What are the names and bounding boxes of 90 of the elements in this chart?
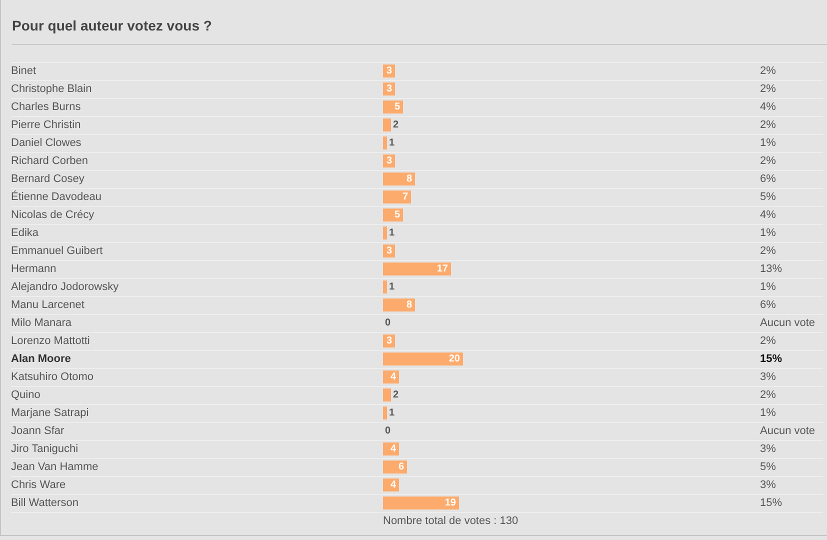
y2-tick-label: 2% (760, 118, 776, 131)
bar (383, 136, 387, 150)
y2-tick-label: 15% (760, 496, 782, 509)
y-tick-label: Milo Manara (11, 316, 72, 329)
y2-tick-label: 1% (760, 280, 776, 293)
data-label: 0 (385, 318, 391, 329)
bar (383, 352, 463, 366)
data-label: 4 (390, 480, 396, 491)
data-label: 19 (444, 498, 456, 509)
y-tick-label: Hermann (11, 262, 56, 275)
y-tick-label: Richard Corben (11, 154, 88, 167)
y-tick-label: Chris Ware (11, 478, 66, 491)
data-label: 4 (390, 444, 396, 455)
y2-tick-label: 4% (760, 208, 776, 221)
bar (383, 172, 415, 186)
y2-tick-label: Aucun vote (760, 316, 816, 329)
y-tick-label: Bernard Cosey (11, 172, 85, 185)
y2-tick-label: 1% (760, 406, 776, 419)
data-label: 17 (436, 264, 448, 275)
y2-tick-label: 15% (760, 352, 782, 365)
y2-tick-label: 2% (760, 82, 776, 95)
y-tick-label: Alejandro Jodorowsky (11, 280, 120, 293)
y-tick-label: Pierre Christin (11, 118, 81, 131)
bar (383, 262, 451, 276)
data-label: 0 (385, 426, 391, 437)
y2-tick-label: 1% (760, 226, 776, 239)
bar (383, 280, 387, 294)
y-tick-label: Lorenzo Mattotti (11, 334, 90, 347)
data-label: 1 (389, 408, 395, 419)
y-tick-label: Alan Moore (11, 352, 71, 365)
y-tick-label: Nicolas de Crécy (11, 208, 95, 221)
y2-tick-label: 13% (760, 262, 782, 275)
data-label: 3 (386, 156, 392, 167)
data-label: 8 (406, 174, 412, 185)
data-label: 3 (386, 66, 392, 77)
bar (383, 388, 391, 402)
y2-tick-label: 3% (760, 370, 776, 383)
y2-tick-label: 3% (760, 442, 776, 455)
y-tick-label: Edika (11, 226, 40, 239)
bar (383, 226, 387, 240)
y2-tick-label: 6% (760, 298, 776, 311)
text: Pour quel auteur votez vous ? (12, 18, 212, 34)
y-tick-label: Binet (11, 64, 36, 77)
y-tick-label: Charles Burns (11, 100, 82, 113)
y-tick-label: Christophe Blain (11, 82, 92, 95)
y-tick-label: Bill Watterson (11, 496, 78, 509)
data-label: 3 (386, 84, 392, 95)
bar (383, 496, 459, 510)
bar (383, 406, 387, 420)
data-label: 1 (389, 282, 395, 293)
bar (383, 298, 415, 312)
y2-tick-label: 5% (760, 460, 776, 473)
y2-tick-label: 2% (760, 244, 776, 257)
y-tick-label: Joann Sfar (11, 424, 65, 437)
y-tick-label: Quino (11, 388, 40, 401)
y-tick-label: Daniel Clowes (11, 136, 82, 149)
y-tick-label: Jiro Taniguchi (11, 442, 78, 455)
y-tick-label: Katsuhiro Otomo (11, 370, 94, 383)
data-label: 2 (393, 390, 399, 401)
y2-tick-label: 2% (760, 388, 776, 401)
y-tick-label: Jean Van Hamme (11, 460, 98, 473)
data-label: 4 (390, 372, 396, 383)
data-label: 20 (448, 354, 460, 365)
y2-tick-label: 2% (760, 64, 776, 77)
y2-tick-label: 1% (760, 136, 776, 149)
y2-tick-label: 5% (760, 190, 776, 203)
y2-tick-label: 6% (760, 172, 776, 185)
bar (383, 190, 411, 204)
data-label: 5 (394, 102, 400, 113)
data-label: 3 (386, 246, 392, 257)
data-label: 1 (389, 228, 395, 239)
data-label: 8 (406, 300, 412, 311)
data-label: 3 (386, 336, 392, 347)
y2-tick-label: 4% (760, 100, 776, 113)
y-tick-label: Marjane Satrapi (11, 406, 89, 419)
data-label: 5 (394, 210, 400, 221)
y2-tick-label: 3% (760, 478, 776, 491)
data-label: 2 (393, 120, 399, 131)
y-tick-label: Emmanuel Guibert (11, 244, 103, 257)
bar (383, 118, 391, 132)
data-label: 1 (389, 138, 395, 149)
y2-tick-label: Aucun vote (760, 424, 816, 437)
text: Nombre total de votes : 130 (383, 514, 518, 527)
y2-tick-label: 2% (760, 154, 776, 167)
y-tick-label: Étienne Davodeau (11, 190, 102, 203)
data-label: 7 (402, 192, 408, 203)
data-label: 6 (398, 462, 404, 473)
y2-tick-label: 2% (760, 334, 776, 347)
bar (383, 460, 407, 474)
y-tick-label: Manu Larcenet (11, 298, 84, 311)
